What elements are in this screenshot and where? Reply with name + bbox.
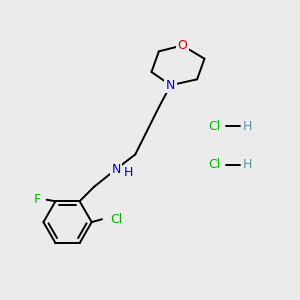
Text: H: H — [243, 158, 252, 171]
Text: Cl: Cl — [110, 213, 122, 226]
Text: N: N — [112, 163, 121, 176]
Text: H: H — [243, 120, 252, 133]
Text: Cl: Cl — [209, 120, 221, 133]
Text: O: O — [178, 39, 187, 52]
Text: F: F — [34, 193, 41, 206]
Text: N: N — [166, 79, 175, 92]
Text: Cl: Cl — [209, 158, 221, 171]
Text: H: H — [124, 166, 133, 179]
